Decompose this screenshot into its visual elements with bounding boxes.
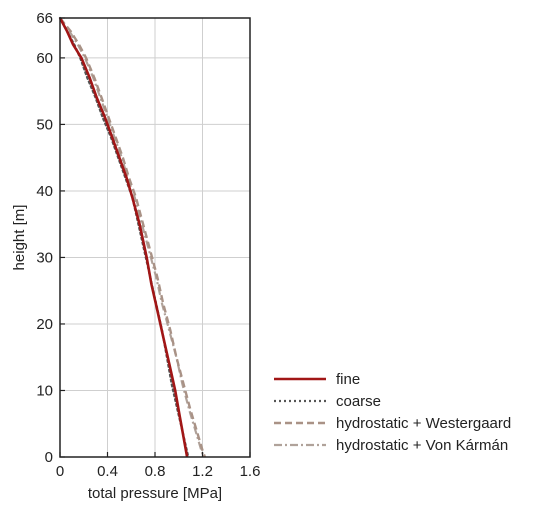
y-axis-label: height [m] <box>11 205 28 271</box>
x-tick-label: 1.2 <box>192 463 213 480</box>
grid <box>60 18 250 457</box>
ticks: 0 0.4 0.8 1.2 1.6 0 10 20 30 40 50 60 66 <box>36 10 260 480</box>
legend-label: hydrostatic + Westergaard <box>336 415 511 432</box>
x-tick-label: 0 <box>56 463 64 480</box>
y-tick-label: 10 <box>36 382 53 399</box>
y-tick-label: 30 <box>36 249 53 266</box>
x-axis-label: total pressure [MPa] <box>88 485 222 502</box>
y-tick-label: 0 <box>45 449 53 466</box>
y-tick-label: 66 <box>36 10 53 27</box>
series-line-hydrostatic-von-k-rm-n <box>59 17 205 458</box>
legend: fine coarse hydrostatic + Westergaard hydro… <box>274 371 511 454</box>
y-tick-label: 50 <box>36 116 53 133</box>
series-line-fine <box>58 17 189 458</box>
x-tick-label: 0.8 <box>145 463 166 480</box>
x-tick-label: 1.6 <box>240 463 261 480</box>
legend-label: fine <box>336 371 360 388</box>
legend-label: hydrostatic + Von Kármán <box>336 437 508 454</box>
y-tick-label: 20 <box>36 316 53 333</box>
y-tick-label: 40 <box>36 183 53 200</box>
series-group <box>58 16 207 459</box>
series-line-coarse <box>58 16 190 459</box>
x-tick-label: 0.4 <box>97 463 118 480</box>
legend-label: coarse <box>336 393 381 410</box>
y-tick-label: 60 <box>36 50 53 67</box>
series-line-hydrostatic-westergaard <box>59 17 207 458</box>
